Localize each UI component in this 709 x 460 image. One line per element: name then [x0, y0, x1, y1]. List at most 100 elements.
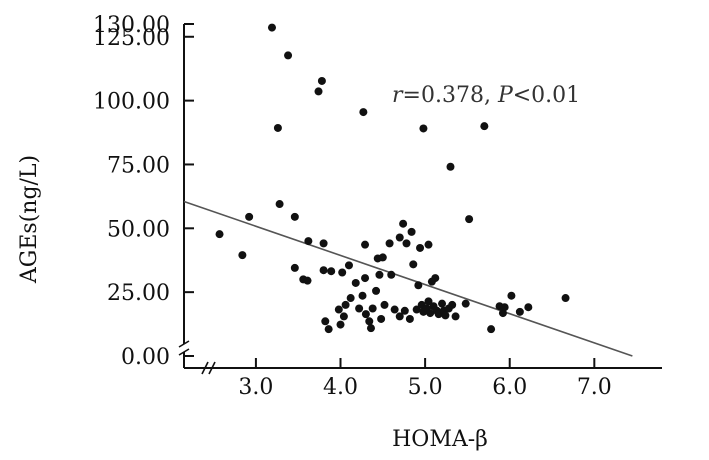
- data-point: [515, 307, 524, 316]
- x-axis-title: HOMA-β: [392, 427, 488, 452]
- y-tick-label: 50.00: [107, 217, 170, 242]
- data-point: [412, 305, 421, 314]
- p-value: <0.01: [513, 83, 580, 108]
- data-point: [461, 299, 470, 308]
- y-tick-label: 100.00: [93, 90, 170, 115]
- data-points: [215, 23, 570, 334]
- data-point: [500, 303, 509, 312]
- data-point: [448, 300, 457, 309]
- data-point: [487, 325, 496, 334]
- x-ticks: 3.0 4.0 5.0 6.0 7.0: [238, 358, 612, 400]
- data-point: [351, 278, 360, 287]
- data-point: [338, 268, 347, 277]
- x-break-mark: [208, 361, 216, 375]
- x-tick-label: 6.0: [492, 375, 527, 400]
- data-point: [372, 286, 381, 295]
- data-point: [390, 305, 399, 314]
- data-point: [375, 270, 384, 279]
- data-point: [441, 311, 450, 320]
- data-point: [344, 261, 353, 270]
- data-point: [405, 314, 414, 323]
- data-point: [275, 200, 284, 209]
- data-point: [317, 76, 326, 85]
- data-point: [426, 309, 435, 318]
- y-break-mark: [178, 348, 190, 356]
- data-point: [304, 237, 313, 246]
- data-point: [290, 263, 299, 272]
- x-axis-break: [201, 361, 216, 375]
- data-point: [359, 108, 368, 117]
- data-point: [361, 240, 370, 249]
- axes: [178, 24, 662, 375]
- y-break-mark: [178, 340, 190, 348]
- data-point: [290, 212, 299, 221]
- y-tick-label: 130.00: [93, 13, 170, 38]
- y-axis-title: AGEs(ng/L): [17, 155, 42, 284]
- x-tick-label: 5.0: [408, 375, 443, 400]
- data-point: [380, 300, 389, 309]
- data-point: [324, 325, 333, 334]
- data-point: [314, 87, 323, 96]
- data-point: [378, 253, 387, 262]
- data-point: [346, 294, 355, 303]
- data-point: [385, 239, 394, 248]
- data-point: [407, 227, 416, 236]
- data-point: [339, 312, 348, 321]
- y-axis-break: [178, 340, 190, 356]
- data-point: [395, 233, 404, 242]
- r-symbol: r: [392, 83, 404, 108]
- y-tick-label: 0.00: [121, 345, 170, 370]
- data-point: [416, 243, 425, 252]
- data-point: [424, 297, 433, 306]
- data-point: [284, 51, 293, 60]
- data-point: [524, 303, 533, 312]
- y-tick-label: 25.00: [107, 281, 170, 306]
- data-point: [321, 317, 330, 326]
- data-point: [327, 267, 336, 276]
- data-point: [361, 274, 370, 283]
- x-tick-label: 3.0: [238, 375, 273, 400]
- data-point: [319, 266, 328, 275]
- data-point: [355, 304, 364, 313]
- correlation-annotation: r=0.378, P<0.01: [392, 83, 580, 108]
- y-tick-label: 125.00: [93, 26, 170, 51]
- data-point: [368, 304, 377, 313]
- data-point: [387, 270, 396, 279]
- data-point: [238, 251, 247, 260]
- data-point: [465, 215, 474, 224]
- data-point: [399, 219, 408, 228]
- r-value: =0.378,: [403, 83, 498, 108]
- data-point: [267, 23, 276, 32]
- data-point: [451, 312, 460, 321]
- data-point: [361, 310, 370, 319]
- x-tick-label: 4.0: [323, 375, 358, 400]
- data-point: [341, 300, 350, 309]
- data-point: [336, 320, 345, 329]
- data-point: [358, 291, 367, 300]
- data-point: [438, 299, 447, 308]
- data-point: [365, 317, 374, 326]
- regression-line: [183, 200, 633, 357]
- data-point: [400, 306, 409, 315]
- data-point: [424, 240, 433, 249]
- data-point: [303, 276, 312, 285]
- x-tick-label: 7.0: [577, 375, 612, 400]
- data-point: [480, 122, 489, 131]
- x-break-mark: [201, 361, 209, 375]
- data-point: [402, 239, 411, 248]
- data-point: [395, 312, 404, 321]
- p-symbol: P: [497, 83, 514, 108]
- data-point: [319, 239, 328, 248]
- data-point: [366, 324, 375, 333]
- y-tick-label: 75.00: [107, 153, 170, 178]
- data-point: [409, 260, 418, 269]
- data-point: [334, 305, 343, 314]
- data-point: [273, 123, 282, 132]
- data-point: [245, 212, 254, 221]
- data-point: [431, 274, 440, 283]
- data-point: [215, 230, 224, 239]
- data-point: [377, 314, 386, 323]
- data-point: [419, 124, 428, 133]
